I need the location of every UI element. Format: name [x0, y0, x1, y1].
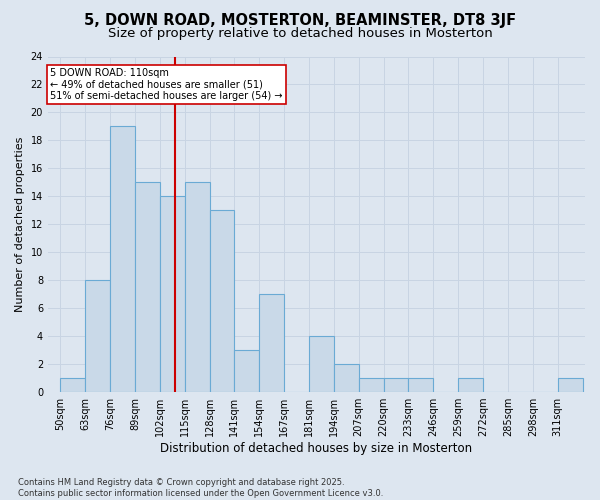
- Bar: [383, 378, 409, 392]
- Text: Size of property relative to detached houses in Mosterton: Size of property relative to detached ho…: [107, 28, 493, 40]
- Bar: [359, 378, 383, 392]
- Text: Contains HM Land Registry data © Crown copyright and database right 2025.
Contai: Contains HM Land Registry data © Crown c…: [18, 478, 383, 498]
- Bar: [409, 378, 433, 392]
- Bar: [334, 364, 359, 392]
- Y-axis label: Number of detached properties: Number of detached properties: [15, 136, 25, 312]
- Text: 5, DOWN ROAD, MOSTERTON, BEAMINSTER, DT8 3JF: 5, DOWN ROAD, MOSTERTON, BEAMINSTER, DT8…: [84, 12, 516, 28]
- Bar: [259, 294, 284, 392]
- Bar: [110, 126, 135, 392]
- Bar: [135, 182, 160, 392]
- Bar: [458, 378, 483, 392]
- Bar: [160, 196, 185, 392]
- Bar: [235, 350, 259, 392]
- Bar: [209, 210, 235, 392]
- X-axis label: Distribution of detached houses by size in Mosterton: Distribution of detached houses by size …: [160, 442, 473, 455]
- Bar: [309, 336, 334, 392]
- Bar: [557, 378, 583, 392]
- Text: 5 DOWN ROAD: 110sqm
← 49% of detached houses are smaller (51)
51% of semi-detach: 5 DOWN ROAD: 110sqm ← 49% of detached ho…: [50, 68, 283, 101]
- Bar: [85, 280, 110, 392]
- Bar: [185, 182, 209, 392]
- Bar: [61, 378, 85, 392]
